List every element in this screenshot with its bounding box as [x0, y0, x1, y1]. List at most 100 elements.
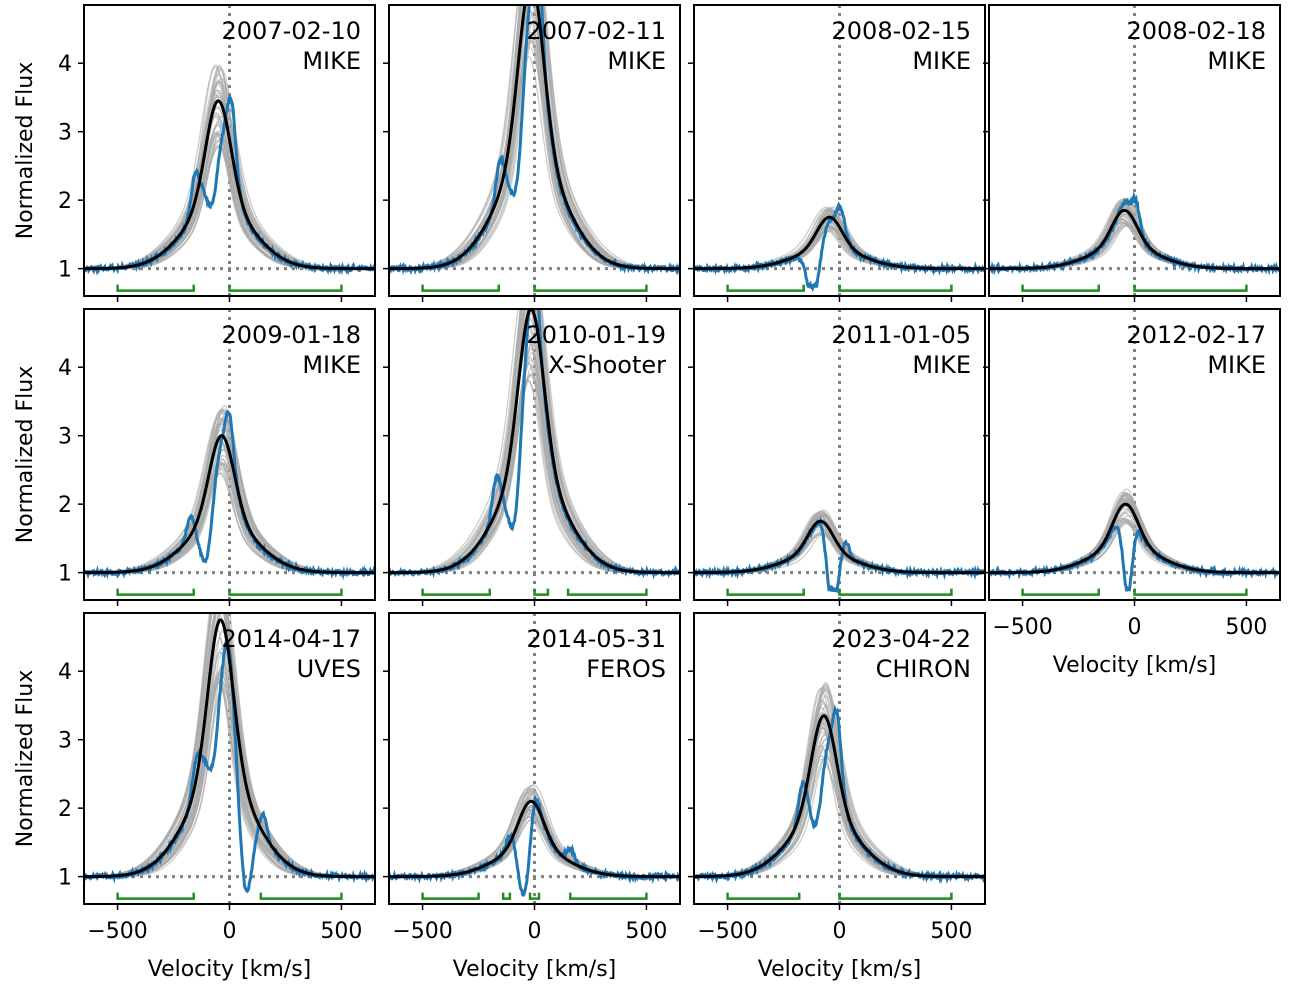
plot-area: [989, 309, 1280, 600]
instrument-label: CHIRON: [876, 655, 971, 683]
x-tick-label: 0: [528, 919, 542, 944]
observation-date: 2008-02-15: [832, 17, 971, 45]
x-axis-label: Velocity [km/s]: [453, 957, 617, 982]
instrument-label: MIKE: [1207, 351, 1266, 379]
y-tick-label: 1: [58, 562, 72, 587]
y-tick-label: 1: [58, 258, 72, 283]
best-model-curve: [989, 208, 1280, 271]
fit-window-bracket: [116, 892, 195, 900]
observation-date: 2023-04-22: [832, 625, 971, 653]
fit-window-bracket: [1021, 588, 1100, 596]
x-tick-label: 500: [1225, 615, 1267, 640]
plot-area: [389, 5, 680, 296]
fit-window-bracket: [528, 892, 541, 900]
panel-2010-01-19: 2010-01-19X-Shooter: [383, 308, 681, 606]
instrument-label: X-Shooter: [548, 351, 666, 379]
best-model-curve: [84, 99, 375, 271]
instrument-label: MIKE: [607, 47, 666, 75]
observation-date: 2007-02-11: [527, 17, 666, 45]
fit-window-bracket: [533, 588, 550, 596]
plot-area: [389, 613, 680, 904]
best-model-curve: [694, 519, 985, 575]
x-axis-label: Velocity [km/s]: [1053, 653, 1217, 678]
plot-area: [84, 613, 375, 904]
y-axis-label: Normalized Flux: [13, 670, 38, 847]
fit-window-bracket: [838, 892, 953, 900]
observation-date: 2011-01-05: [832, 321, 971, 349]
plot-area: [84, 309, 375, 600]
fit-window-bracket: [228, 588, 343, 596]
instrument-label: MIKE: [302, 351, 361, 379]
fit-window-bracket: [838, 588, 953, 596]
observation-date: 2010-01-19: [527, 321, 666, 349]
x-tick-label: 500: [625, 919, 667, 944]
y-tick-label: 3: [58, 121, 72, 146]
y-tick-label: 3: [58, 425, 72, 450]
x-tick-label: −500: [697, 919, 757, 944]
y-tick-label: 4: [58, 660, 72, 685]
observation-date: 2009-01-18: [222, 321, 361, 349]
x-axis-label: Velocity [km/s]: [148, 957, 312, 982]
model-sample-curve: [989, 499, 1280, 574]
instrument-label: MIKE: [912, 47, 971, 75]
x-axis-label: Velocity [km/s]: [758, 957, 922, 982]
fit-window-bracket: [726, 284, 805, 292]
plot-area: [694, 613, 985, 904]
fit-window-bracket: [259, 892, 343, 900]
fit-window-bracket: [566, 588, 648, 596]
y-tick-label: 4: [58, 356, 72, 381]
x-tick-label: −500: [392, 919, 452, 944]
fit-window-bracket: [726, 588, 805, 596]
y-tick-label: 4: [58, 52, 72, 77]
observation-date: 2007-02-10: [222, 17, 361, 45]
fit-window-bracket: [421, 892, 480, 900]
y-tick-label: 2: [58, 797, 72, 822]
x-tick-label: 500: [320, 919, 362, 944]
model-sample-curve: [84, 467, 375, 574]
fit-window-bracket: [1021, 284, 1100, 292]
observation-date: 2014-05-31: [527, 625, 666, 653]
instrument-label: UVES: [297, 655, 361, 683]
fit-window-bracket: [838, 284, 953, 292]
x-tick-label: −500: [992, 615, 1052, 640]
observed-spectrum: [989, 190, 1280, 276]
fit-window-bracket: [501, 892, 512, 900]
best-model-curve: [989, 502, 1280, 575]
fit-window-bracket: [1133, 284, 1248, 292]
observation-date: 2014-04-17: [222, 625, 361, 653]
fit-window-bracket: [421, 588, 491, 596]
fit-window-bracket: [116, 284, 195, 292]
plot-area: [694, 309, 985, 600]
best-model-curve: [694, 714, 985, 879]
x-tick-label: −500: [87, 919, 147, 944]
observed-spectrum: [694, 515, 985, 594]
y-tick-label: 2: [58, 189, 72, 214]
fit-window-bracket: [726, 892, 801, 900]
instrument-label: MIKE: [1207, 47, 1266, 75]
x-tick-label: 0: [833, 919, 847, 944]
fit-window-bracket: [533, 284, 648, 292]
y-axis-label: Normalized Flux: [13, 366, 38, 543]
fit-window-bracket: [1133, 588, 1248, 596]
fit-window-bracket: [228, 284, 343, 292]
panel-2014-04-17: 1 2 3 4 Normalized Flux −500 0 500 Velocity [km/…: [13, 612, 376, 982]
y-tick-label: 1: [58, 866, 72, 891]
y-axis-label: Normalized Flux: [13, 62, 38, 239]
best-model-curve: [694, 215, 985, 271]
observation-date: 2008-02-18: [1127, 17, 1266, 45]
best-model-curve: [389, 799, 680, 879]
instrument-label: MIKE: [912, 351, 971, 379]
y-tick-label: 2: [58, 493, 72, 518]
best-model-curve: [84, 618, 375, 879]
instrument-label: MIKE: [302, 47, 361, 75]
plot-area: [84, 5, 375, 296]
